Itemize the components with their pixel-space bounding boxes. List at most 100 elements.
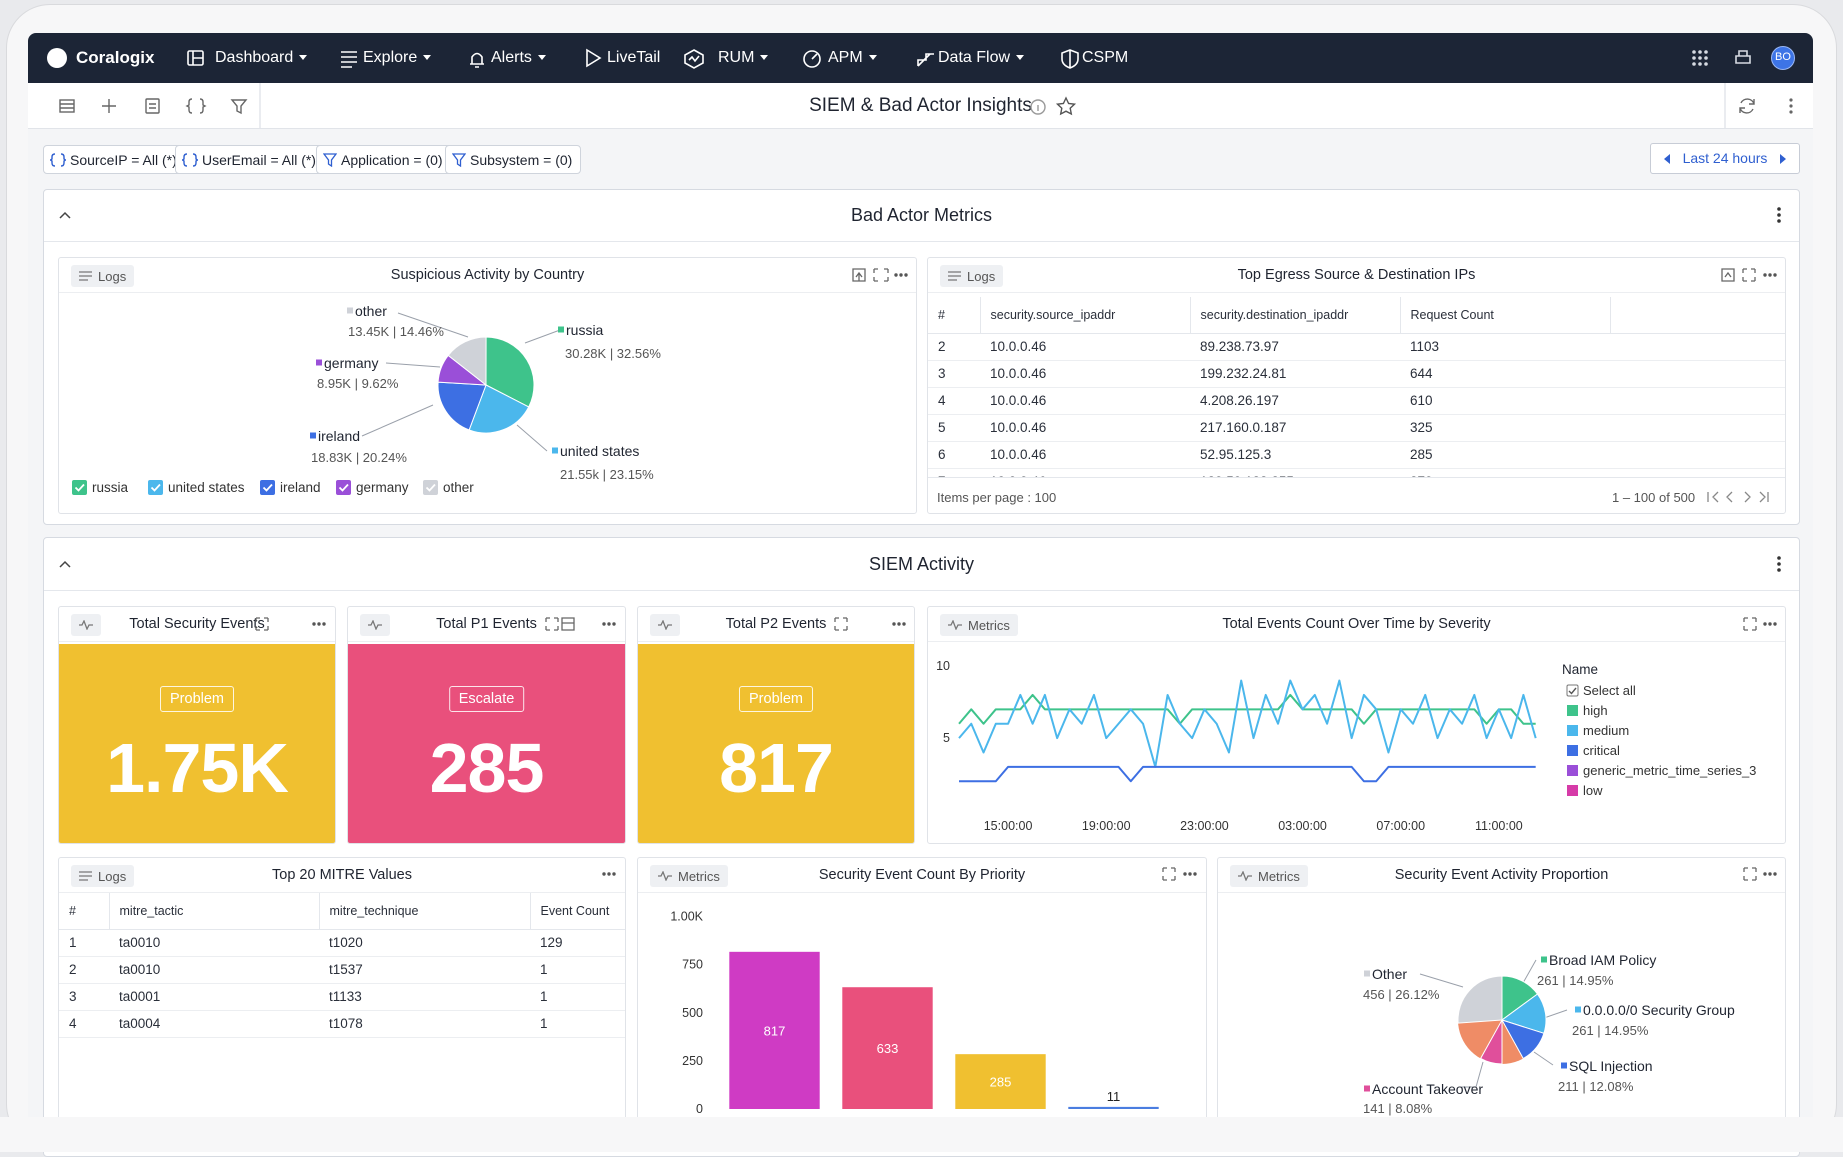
avatar[interactable]: BO: [1771, 46, 1795, 70]
time-range[interactable]: Last 24 hours: [1650, 143, 1800, 174]
table-cell: 3: [59, 983, 109, 1011]
table-row: 710.0.0.46120.59.138.255270: [928, 468, 1785, 477]
filter-chip[interactable]: UserEmail = All (*): [175, 145, 325, 174]
filter-chip[interactable]: Subsystem = (0): [445, 145, 582, 174]
widget-panel: Metrics Security Event Activity Proportio…: [1217, 857, 1786, 1147]
table-cell: [1610, 441, 1785, 469]
header-row: # mitre_tactic mitre_technique Event Count: [59, 893, 625, 930]
icon-shape: [368, 620, 382, 630]
table-cell: 4: [59, 1010, 109, 1038]
widget-panel: Metrics Security Event Count By Priority: [637, 857, 1207, 1147]
dashboard-title: SIEM & Bad Actor Insights: [809, 95, 1032, 116]
table-row: 6 10.0.0.46 52.95.125.3 285: [928, 441, 1785, 469]
table-cell: [1610, 360, 1785, 388]
widget-title: Total Security Events: [129, 616, 265, 632]
source-pill: Metrics: [650, 865, 728, 887]
source-pill: [650, 614, 680, 636]
source: Metrics: [678, 868, 720, 884]
filter-chip[interactable]: SourceIP = All (*): [43, 145, 186, 174]
column-header: #: [59, 893, 110, 930]
icon-shape: [79, 620, 93, 630]
widget-title: Security Event Activity Proportion: [1394, 867, 1609, 883]
divider: [44, 241, 1799, 242]
section-title: Bad Actor Metrics: [850, 205, 993, 225]
table-cell: 10.0.0.46: [980, 441, 1190, 469]
widget-panel: Total P2 Events Problem 817: [637, 606, 915, 844]
widget-header: Metrics Security Event Count By Priority: [638, 858, 1206, 893]
table-wrap: # mitre_tactic mitre_technique Event Count 1…: [59, 893, 625, 1038]
table-cell: 5: [928, 414, 980, 442]
table-row: 3 10.0.0.46 199.232.24.81 644: [928, 360, 1785, 388]
source: Metrics: [1258, 868, 1300, 884]
source-pill: Logs: [940, 265, 1004, 287]
stat-tile: Problem 1.75K: [59, 644, 335, 843]
widget-header: Metrics Security Event Activity Proportio…: [1218, 858, 1785, 893]
table-row: 3 ta0001 t1133 1: [59, 983, 625, 1011]
table-cell: 610: [1400, 387, 1610, 415]
widget-panel: Logs Suspicious Activity by Country: [58, 257, 917, 514]
nav-item[interactable]: Dashboard: [215, 49, 307, 67]
source: Logs: [98, 868, 127, 884]
widget-title: Top 20 MITRE Values: [272, 867, 412, 883]
widget-header: Total P2 Events: [638, 607, 914, 642]
filter-text: Subsystem = (0): [470, 151, 573, 168]
source-pill: Logs: [71, 865, 135, 887]
icon-shape: [323, 152, 337, 167]
table-cell: 1103: [1400, 333, 1610, 361]
nav-item[interactable]: Alerts: [491, 49, 546, 67]
table-cell: 4: [928, 387, 980, 415]
icon-shape: [79, 271, 92, 281]
widget-title: Total Events Count Over Time by Severity: [1222, 616, 1491, 632]
table-cell: 7: [928, 468, 980, 477]
metrics-icon: [658, 620, 672, 630]
funnel-icon: [452, 152, 466, 167]
table-cell: 270: [1400, 468, 1610, 477]
column-header: #: [928, 297, 981, 334]
filter-text: Application = (0): [341, 151, 443, 168]
table-cell: ta0010: [109, 929, 319, 957]
table-cell: 199.232.24.81: [1190, 360, 1400, 388]
metrics-icon: [948, 620, 962, 630]
table-cell: 10.0.0.46: [980, 414, 1190, 442]
table-row: 1 ta0010 t1020 129: [59, 929, 625, 957]
logs-icon: [948, 271, 961, 281]
table-cell: 285: [1400, 441, 1610, 469]
widget-panel: Total Security Events Problem 1.75K: [58, 606, 336, 844]
stat-value: 285: [429, 729, 545, 807]
metrics-icon: [1238, 871, 1252, 881]
table-row: 4 10.0.0.46 4.208.26.197 610: [928, 387, 1785, 415]
icon-shape: [948, 271, 961, 281]
table-cell: ta0004: [109, 1010, 319, 1038]
table-cell: 10.0.0.46: [980, 360, 1190, 388]
widget-header: Metrics Total Events Count Over Time by S…: [928, 607, 1785, 642]
status-badge: Escalate: [448, 686, 525, 712]
nav-item[interactable]: APM: [828, 49, 877, 67]
widget-panel: Metrics Total Events Count Over Time by S…: [927, 606, 1786, 844]
widget-panel: Total P1 Events Escalate 285: [347, 606, 626, 844]
table-row: 4 ta0004 t1078 1: [59, 1010, 625, 1038]
table-cell: 10.0.0.46: [980, 387, 1190, 415]
column-header: mitre_tactic: [109, 893, 320, 930]
icon-shape: [452, 152, 466, 167]
nav-item[interactable]: Data Flow: [938, 49, 1024, 67]
column-header: Event Count: [530, 893, 625, 930]
frame-bottom: [0, 1117, 1843, 1152]
filter-chip[interactable]: Application = (0): [316, 145, 452, 174]
stat-value: 1.75K: [106, 729, 289, 807]
table-cell: 3: [928, 360, 980, 388]
variable-icon: [182, 152, 198, 167]
table-cell: 2: [59, 956, 109, 984]
column-header: [1610, 297, 1785, 334]
table-cell: [1610, 414, 1785, 442]
nav-item[interactable]: Explore: [363, 49, 431, 67]
logs-icon: [79, 871, 92, 881]
icon-shape: [658, 871, 672, 881]
nav-item[interactable]: RUM: [718, 49, 768, 67]
table-cell: [1610, 468, 1785, 477]
nav-item[interactable]: LiveTail: [607, 49, 661, 66]
data-table: # mitre_tactic mitre_technique Event Count 1…: [59, 893, 625, 1038]
widget-header: Total Security Events: [59, 607, 335, 642]
table-cell: t1133: [319, 983, 530, 1011]
nav-item[interactable]: CSPM: [1082, 49, 1129, 66]
table-cell: 89.238.73.97: [1190, 333, 1400, 361]
